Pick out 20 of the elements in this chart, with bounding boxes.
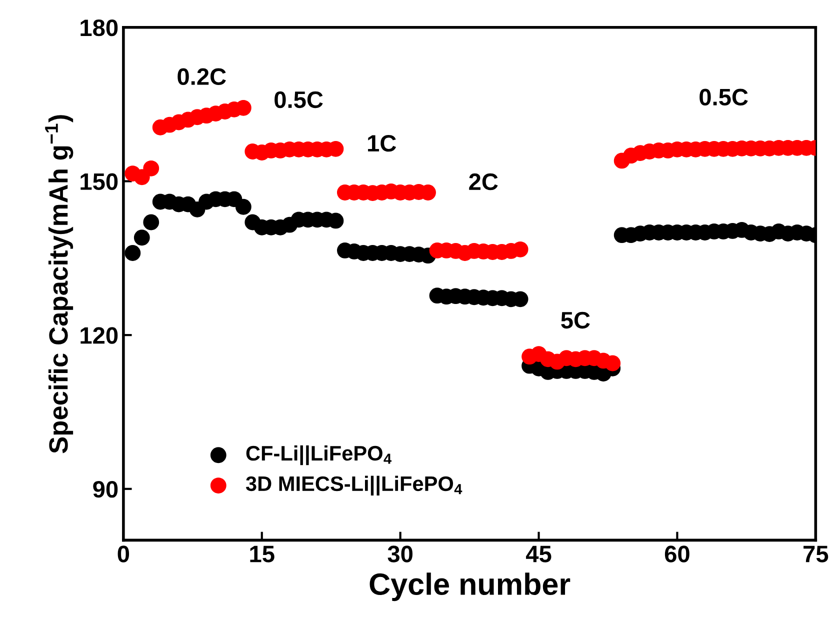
annotation: 2C xyxy=(469,173,498,190)
legend-label: CF-Li||LiFePO$_{4}$ xyxy=(246,445,392,466)
x-tick-label: 60 xyxy=(664,546,690,562)
legend-label: 3D MIECS-Li||LiFePO$_{4}$ xyxy=(246,476,462,496)
annotation: 0.2C xyxy=(178,68,226,86)
y-axis-title: Specific Capacity(mAh g$^{−1}$) xyxy=(45,115,74,454)
y-tick-label: 180 xyxy=(80,19,118,36)
y-tick-label: 90 xyxy=(93,480,118,498)
x-axis-title: Cycle number xyxy=(370,572,570,602)
annotation: 1C xyxy=(368,134,396,152)
annotation: 5C xyxy=(561,312,590,329)
y-tick-label: 150 xyxy=(80,173,118,190)
x-tick-label: 15 xyxy=(250,546,274,562)
x-tick-label: 0 xyxy=(118,546,130,562)
x-tick-label: 45 xyxy=(526,546,552,562)
annotation: 0.5C xyxy=(274,91,323,108)
annotation: 0.5C xyxy=(700,88,748,106)
x-tick-label: 30 xyxy=(388,546,412,562)
x-tick-label: 75 xyxy=(804,546,828,562)
y-tick-label: 120 xyxy=(80,327,118,344)
